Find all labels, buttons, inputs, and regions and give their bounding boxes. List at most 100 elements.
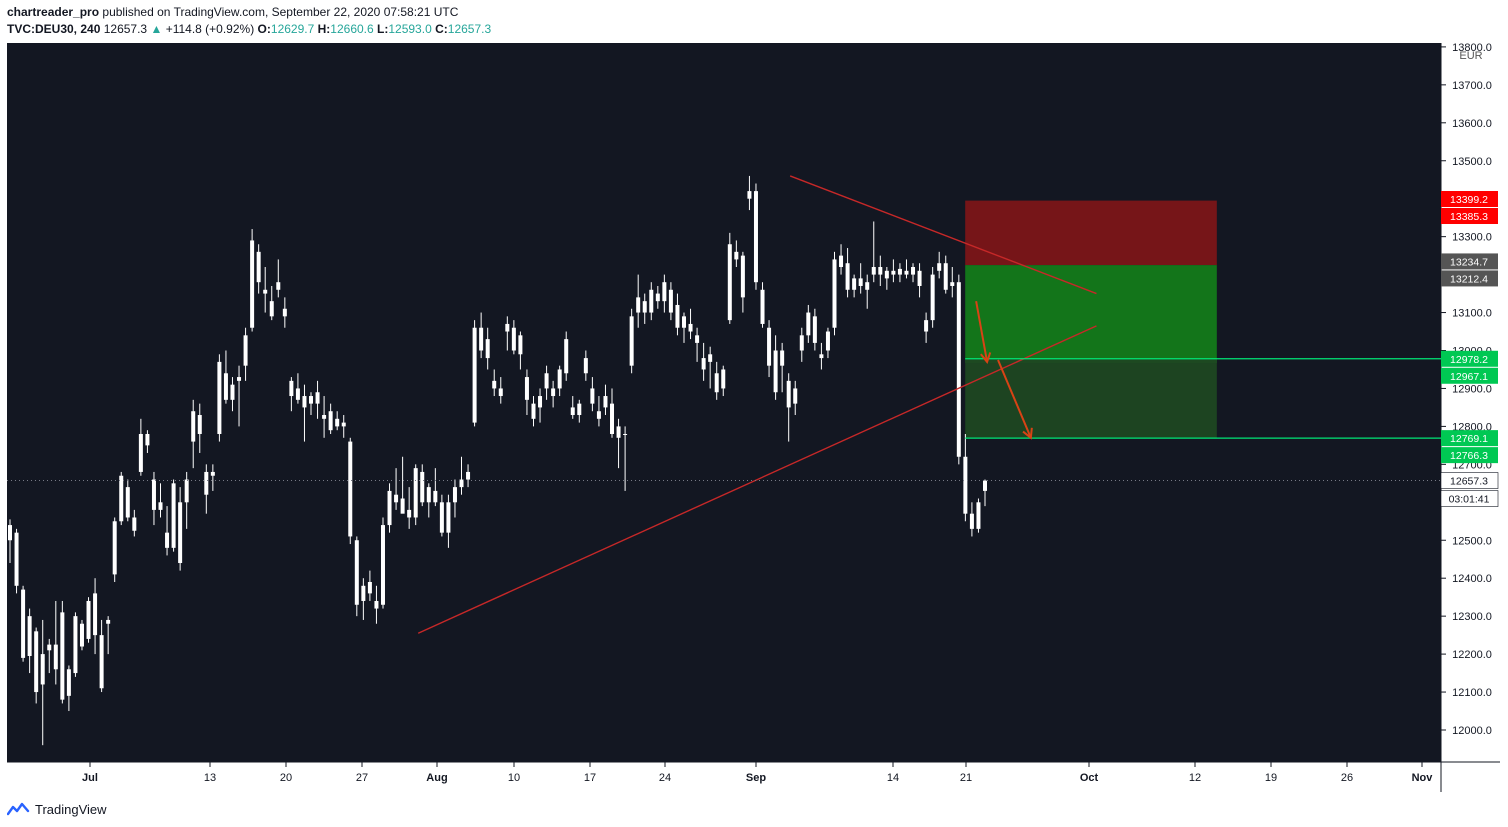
x-tick-label: 12: [1189, 772, 1201, 784]
candle-body: [433, 490, 438, 503]
last-price-text: 12657.3: [1450, 476, 1488, 488]
candle: [590, 377, 595, 412]
candle-body: [66, 669, 71, 696]
candle: [184, 471, 189, 529]
x-tick-label: 21: [960, 772, 972, 784]
candle: [695, 327, 700, 362]
candle: [367, 570, 372, 601]
candle: [302, 384, 307, 442]
candle: [969, 502, 974, 537]
candle-body: [184, 479, 189, 503]
candle: [858, 263, 863, 294]
candle-body: [950, 282, 955, 286]
candle-body: [165, 532, 170, 548]
footer: TradingView: [7, 799, 107, 819]
candle: [930, 267, 935, 328]
countdown-text: 03:01:41: [1449, 494, 1490, 506]
candle: [452, 479, 457, 518]
chart-header: chartreader_pro published on TradingView…: [7, 4, 491, 38]
x-tick-label: 19: [1265, 772, 1277, 784]
candle: [583, 350, 588, 381]
candle: [557, 365, 562, 397]
candle: [839, 244, 844, 275]
candle: [891, 259, 896, 283]
candle: [897, 263, 902, 283]
candle: [865, 274, 870, 309]
candle: [165, 506, 170, 556]
candle-body: [603, 396, 608, 408]
candle-body: [119, 475, 124, 522]
candle-body: [426, 487, 431, 503]
candle-body: [413, 468, 418, 518]
candle: [380, 517, 385, 609]
candle-body: [171, 483, 176, 548]
candle: [747, 175, 752, 211]
x-tick-label: 24: [659, 772, 671, 784]
candle-body: [79, 623, 84, 647]
candle: [413, 464, 418, 526]
candle-body: [354, 540, 359, 605]
tradingview-logo-icon[interactable]: [7, 802, 31, 816]
candle: [335, 411, 340, 431]
candle: [256, 244, 261, 294]
y-tick-label: 12400.0: [1452, 573, 1492, 585]
candle: [210, 464, 215, 491]
candle-body: [969, 513, 974, 529]
symbol-label[interactable]: TVC:DEU30, 240: [7, 22, 101, 36]
candle-body: [341, 422, 346, 427]
candle: [466, 464, 471, 488]
price-axis[interactable]: [1441, 43, 1500, 762]
candle: [374, 585, 379, 624]
projection-arrow: [997, 359, 1032, 439]
candle-body: [302, 396, 307, 408]
candle-body: [106, 619, 111, 624]
low-value: 12593.0: [388, 22, 432, 36]
candle-body: [629, 316, 634, 366]
candle: [780, 342, 785, 393]
candle: [112, 517, 117, 582]
candle: [171, 479, 176, 552]
candle-body: [380, 525, 385, 605]
candle: [564, 331, 569, 381]
brand-name[interactable]: TradingView: [35, 801, 107, 817]
candle: [40, 619, 45, 746]
candle-body: [943, 263, 948, 290]
candle: [884, 267, 889, 290]
y-tick-label: 12900.0: [1452, 383, 1492, 395]
candle-body: [452, 487, 457, 503]
candle-body: [858, 278, 863, 286]
candle: [812, 308, 817, 351]
candle: [524, 369, 529, 416]
time-axis[interactable]: [7, 762, 1441, 792]
candle-body: [610, 403, 615, 434]
candle: [832, 251, 837, 336]
candle-body: [348, 441, 353, 537]
time-axis-labels: Jul 13 20 27 Aug 10 17 24 Sep 14 21 Oct 12 19 26 Nov: [82, 762, 1433, 784]
candle: [773, 335, 778, 400]
target-zone: [965, 265, 1217, 364]
candle: [73, 612, 78, 677]
plot-area[interactable]: [7, 43, 1441, 762]
candle: [446, 494, 451, 548]
candle-body: [911, 267, 916, 275]
y-tick-label: 12500.0: [1452, 535, 1492, 547]
candle: [204, 464, 209, 514]
candle-body: [374, 600, 379, 609]
author-name[interactable]: chartreader_pro: [7, 5, 100, 19]
candle-body: [655, 293, 660, 302]
candle: [394, 468, 399, 510]
candle: [387, 483, 392, 533]
candle-body: [498, 388, 503, 397]
candle: [963, 433, 968, 522]
candle-body: [276, 282, 281, 290]
candle-body: [727, 244, 732, 321]
candle-body: [145, 433, 150, 446]
candle: [603, 384, 608, 416]
candle-body: [557, 369, 562, 389]
candle-body: [492, 380, 497, 389]
projection-arrow: [975, 300, 989, 363]
candle: [328, 403, 333, 434]
candle: [511, 320, 516, 355]
target-price-text: 12769.1: [1450, 433, 1488, 445]
